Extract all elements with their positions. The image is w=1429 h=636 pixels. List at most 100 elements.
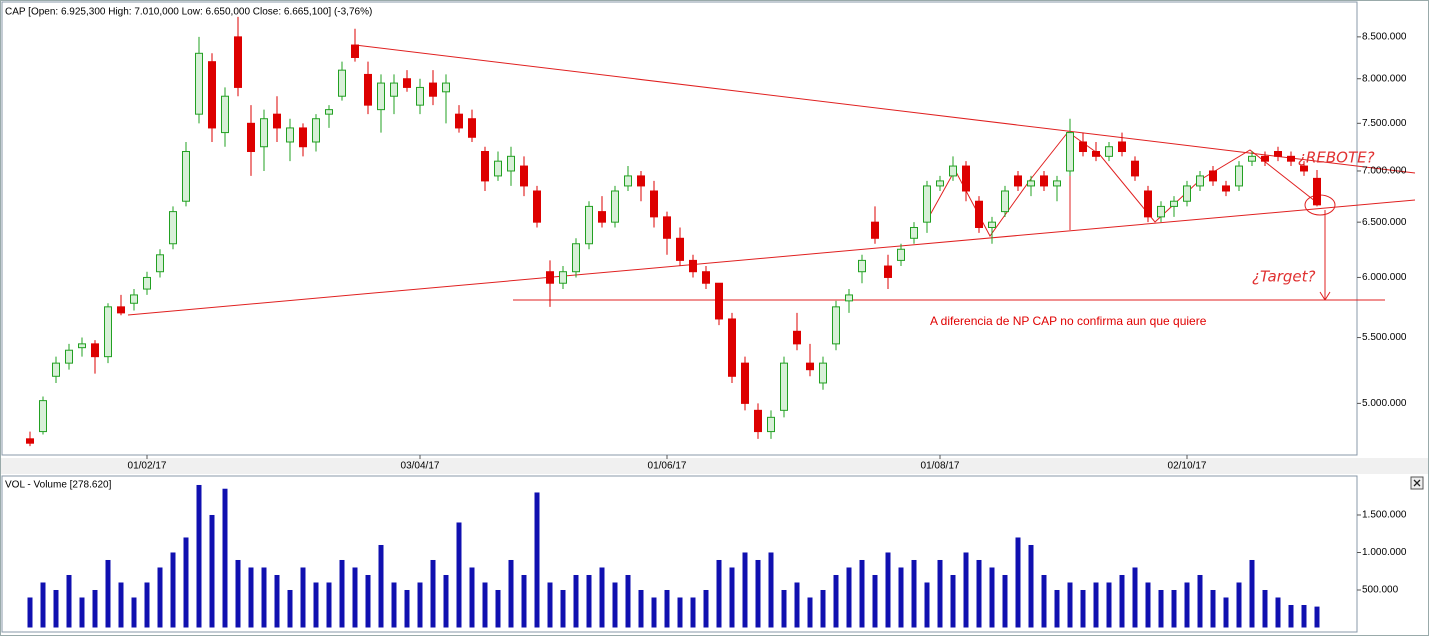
candle-body <box>390 82 398 97</box>
volume-bar <box>443 574 449 628</box>
candle-body <box>286 127 294 143</box>
candle-body <box>624 175 632 187</box>
y-tick-label: 7.000.000 <box>1362 166 1407 177</box>
candle-body <box>377 82 385 111</box>
chart-title: CAP [Open: 6.925,300 High: 7.010,000 Low… <box>5 7 372 18</box>
volume-bar <box>1132 567 1138 628</box>
volume-bar <box>560 589 566 628</box>
candle-body <box>884 265 892 278</box>
candle-body <box>325 109 333 115</box>
volume-bar <box>586 574 592 628</box>
candle-body <box>1014 175 1022 187</box>
candle-body <box>169 211 177 245</box>
candle-body <box>611 190 619 223</box>
candle-body <box>1196 175 1204 187</box>
volume-bar <box>976 559 982 628</box>
candle-body <box>1261 155 1269 162</box>
volume-bar <box>274 574 280 628</box>
volume-bar <box>924 582 930 628</box>
candle-body <box>1066 132 1074 172</box>
volume-bar <box>300 567 306 628</box>
candle-body <box>650 190 658 218</box>
volume-bar <box>1262 589 1268 628</box>
volume-bar <box>781 589 787 628</box>
candle-body <box>728 318 736 377</box>
volume-bar <box>599 567 605 628</box>
volume-bar <box>157 567 163 628</box>
volume-bar <box>755 559 761 628</box>
candle-body <box>715 282 723 320</box>
candle-body <box>793 330 801 345</box>
volume-bar <box>391 582 397 628</box>
volume-bar <box>664 589 670 628</box>
volume-bar <box>859 559 865 628</box>
volume-bar <box>898 567 904 628</box>
volume-panel <box>1 475 1358 633</box>
candle-body <box>507 155 515 172</box>
volume-bar <box>27 597 33 628</box>
x-tick-label: 01/02/17 <box>128 461 167 472</box>
volume-bar <box>820 589 826 628</box>
volume-bar <box>352 567 358 628</box>
volume-title: VOL - Volume [278.620] <box>5 480 112 491</box>
y-tick-label: 1.500.000 <box>1362 510 1407 521</box>
volume-bar <box>651 597 657 628</box>
candle-body <box>117 306 125 314</box>
candle-body <box>1235 165 1243 187</box>
volume-bar <box>573 574 579 628</box>
candle-body <box>91 343 99 358</box>
volume-bar <box>287 589 293 628</box>
volume-bar <box>183 537 189 628</box>
x-tick-label: 02/10/17 <box>1168 461 1207 472</box>
volume-bar <box>456 522 462 628</box>
volume-bar <box>1106 582 1112 628</box>
candle-body <box>1131 160 1139 177</box>
candle-body <box>702 271 710 284</box>
volume-bar <box>963 552 969 628</box>
candle-body <box>39 400 47 433</box>
candle-body <box>429 82 437 97</box>
volume-bar <box>547 582 553 628</box>
candle-body <box>767 416 775 433</box>
candle-body <box>130 294 138 304</box>
candle-body <box>637 175 645 187</box>
candle-body <box>195 52 203 115</box>
candle-body <box>1105 146 1113 157</box>
volume-bar <box>209 514 215 628</box>
candle-body <box>351 44 359 58</box>
candle-body <box>1209 170 1217 182</box>
candle-body <box>1144 190 1152 218</box>
candle-body <box>819 362 827 384</box>
volume-bar <box>40 582 46 628</box>
volume-bar <box>1028 544 1034 628</box>
candle-body <box>208 61 216 129</box>
candle-body <box>1040 175 1048 187</box>
candle-body <box>26 438 34 444</box>
candle-body <box>1001 190 1009 213</box>
y-tick-label: 1.000.000 <box>1362 547 1407 558</box>
volume-bar <box>1314 606 1320 628</box>
y-tick-label: 8.500.000 <box>1362 32 1407 43</box>
volume-bar <box>690 597 696 628</box>
volume-bar <box>1275 597 1281 628</box>
volume-bar <box>118 582 124 628</box>
candle-body <box>299 127 307 148</box>
candle-body <box>1079 141 1087 153</box>
candle-body <box>520 165 528 187</box>
volume-bar <box>1067 582 1073 628</box>
candle-body <box>949 165 957 177</box>
candle-body <box>1222 185 1230 192</box>
candle-body <box>1157 205 1165 218</box>
candle-body <box>845 294 853 302</box>
volume-bar <box>53 589 59 628</box>
candle-body <box>156 254 164 273</box>
candle-body <box>143 276 151 290</box>
candle-body <box>572 243 580 273</box>
candle-body <box>754 409 762 433</box>
volume-bar <box>950 574 956 628</box>
volume-bar <box>937 559 943 628</box>
volume-bar <box>313 582 319 628</box>
close-button[interactable] <box>1410 476 1424 490</box>
candle-body <box>234 36 242 88</box>
